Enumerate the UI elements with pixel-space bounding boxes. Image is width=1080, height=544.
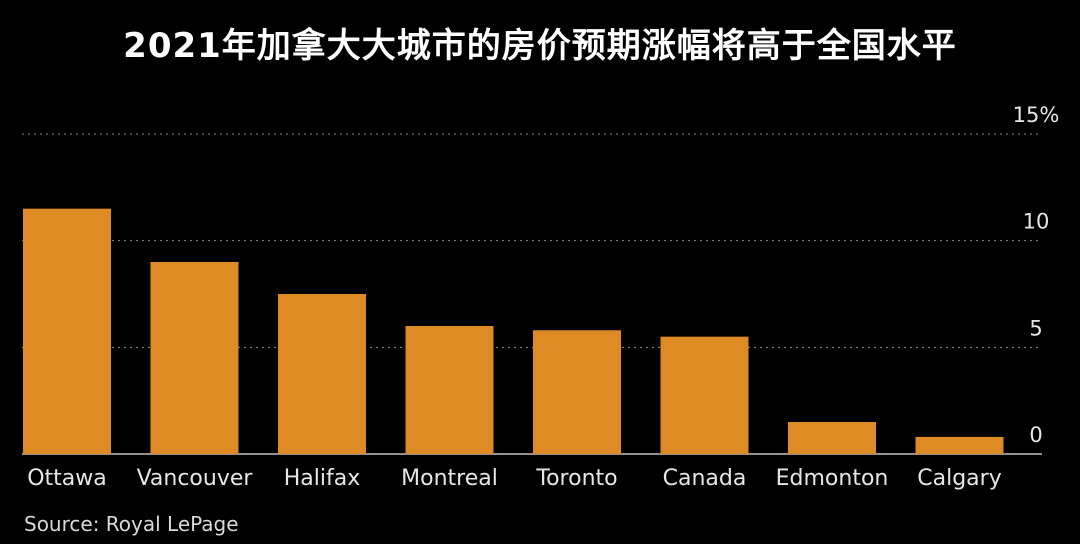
category-label-halifax: Halifax [284,466,361,491]
bar-ottawa [23,208,111,454]
bar-montreal [405,326,494,454]
category-label-vancouver: Vancouver [137,466,254,491]
bar-edmonton [788,422,876,454]
bar-halifax [278,294,366,454]
x-category-labels: Ottawa Vancouver Halifax Montreal Toronto Can… [27,466,1002,491]
bar-calgary [915,436,1004,454]
bar-canada [660,336,749,454]
y-tick-label-3: 15% [1013,103,1060,127]
category-label-edmonton: Edmonton [776,466,889,491]
category-label-canada: Canada [663,466,747,491]
category-label-ottawa: Ottawa [27,466,107,491]
y-tick-label-2: 10 [1023,210,1050,234]
y-tick-label-1: 5 [1029,316,1042,340]
y-tick-label-0: 0 [1029,423,1042,447]
category-label-montreal: Montreal [401,466,498,491]
y-tick-labels: 0 5 10 15% [1013,103,1060,447]
source-note: Source: Royal LePage [24,512,239,536]
category-label-toronto: Toronto [535,466,617,491]
category-label-calgary: Calgary [917,466,1001,491]
bar-vancouver [150,262,239,454]
bar-toronto [533,330,621,454]
bars [23,208,1004,454]
chart-title: 2021年加拿大大城市的房价预期涨幅将高于全国水平 [123,26,957,66]
